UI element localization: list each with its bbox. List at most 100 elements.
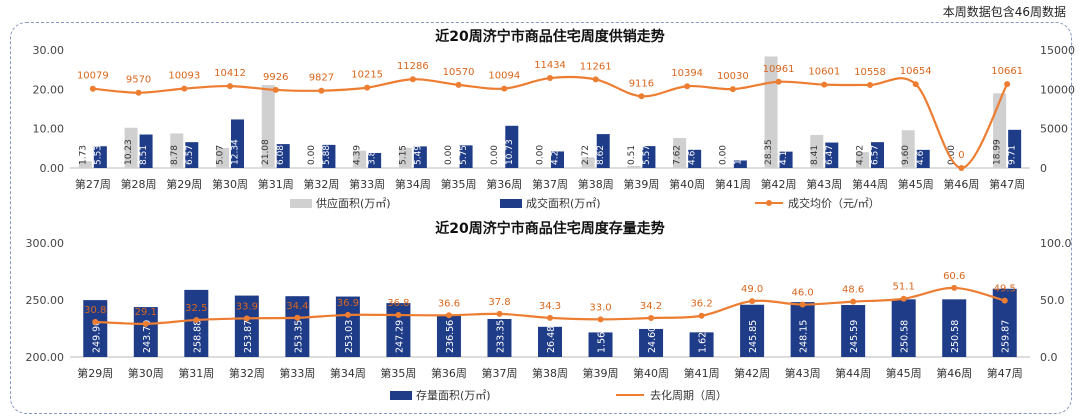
chart1-x-tick: 第39周 — [623, 177, 659, 191]
chart2-label-stock: 1.56 — [597, 332, 608, 353]
chart1-label-deal: 4.16 — [779, 145, 789, 165]
chart1-x-tick: 第28周 — [121, 177, 157, 191]
chart1-label-supply: 18.99 — [993, 139, 1003, 165]
chart1-label-deal: 5.49 — [413, 145, 423, 165]
chart1-bar-deal — [1008, 129, 1022, 168]
chart1-bar-supply — [901, 130, 915, 168]
chart1-label-supply: 0.00 — [307, 145, 317, 165]
chart2-label-stock: 245.85 — [748, 320, 759, 353]
chart1-yright-tick: 15000 — [1040, 44, 1075, 57]
chart1-point-price — [135, 89, 142, 96]
chart1-label-price: 10661 — [991, 66, 1023, 77]
chart1-point-price — [912, 81, 919, 88]
chart2-label-cycle: 34.3 — [539, 301, 561, 312]
chart1-point-price — [775, 78, 782, 85]
chart2-label-stock: 233.35 — [495, 320, 506, 353]
chart1-label-supply: 5.07 — [216, 145, 226, 165]
chart1-label-supply: 0.00 — [718, 145, 728, 165]
chart2-x-tick: 第34周 — [330, 366, 366, 380]
chart1-label-supply: 0.00 — [536, 145, 546, 165]
chart1-label-supply: 5.15 — [398, 145, 408, 165]
chart1-label-deal: 6.47 — [825, 145, 835, 165]
chart1-legend-swatch-supply — [290, 199, 312, 208]
chart2-x-tick: 第43周 — [785, 366, 821, 380]
chart2-x-tick: 第39周 — [583, 366, 619, 380]
chart1-label-deal: 9.71 — [1008, 145, 1018, 165]
chart1-label-deal: 4.61 — [916, 145, 926, 165]
chart1-label-deal: 12.34 — [231, 139, 241, 165]
chart1-yleft-tick: 10.00 — [33, 123, 65, 136]
chart2-bar-stock — [487, 318, 512, 357]
chart2-label-stock: 243.79 — [142, 320, 153, 353]
chart2-point-cycle — [193, 316, 200, 323]
chart1-point-price — [958, 165, 965, 171]
chart1-bar-deal — [505, 125, 519, 168]
chart1-yleft-tick: 30.00 — [33, 44, 65, 57]
chart1-label-supply: 4.02 — [856, 145, 866, 165]
chart1-point-price — [455, 81, 462, 88]
chart1-point-price — [318, 87, 325, 94]
chart2-legend-cycle: 去化周期（周） — [650, 388, 727, 402]
chart1-point-price — [364, 84, 371, 91]
chart1-label-deal: 5.75 — [459, 145, 469, 165]
chart2-yright-tick: 0.0 — [1040, 351, 1058, 364]
chart2-point-cycle — [951, 284, 958, 291]
chart1-x-tick: 第45周 — [898, 177, 934, 191]
chart2-label-stock: 253.03 — [344, 320, 355, 353]
chart1-label-deal: 5.53 — [93, 145, 103, 165]
chart1-bar-deal — [779, 151, 793, 168]
chart2-label-cycle: 46.0 — [791, 288, 813, 299]
chart1-label-deal: 8.62 — [596, 145, 606, 165]
chart1-point-price — [684, 83, 691, 90]
chart1-bar-supply — [810, 134, 824, 168]
chart2-point-cycle — [344, 311, 351, 318]
chart1-label-deal: 3.82 — [368, 145, 378, 165]
chart2-label-stock: 245.59 — [849, 320, 860, 353]
chart2-legend-swatch-stock — [390, 391, 412, 400]
chart2-point-cycle — [445, 312, 452, 319]
chart2-bar-stock — [133, 307, 158, 357]
chart2-label-cycle: 48.6 — [842, 285, 864, 296]
chart1-label-price: 9926 — [263, 72, 288, 83]
chart2-x-tick: 第41周 — [684, 366, 720, 380]
chart1-x-tick: 第35周 — [441, 177, 477, 191]
chart1-bar-deal — [596, 134, 610, 168]
chart1-label-price: 10412 — [214, 68, 246, 79]
chart1-x-tick: 第38周 — [578, 177, 614, 191]
chart2-bar-stock — [538, 326, 562, 357]
chart2-point-cycle — [850, 298, 857, 305]
chart2-x-tick: 第37周 — [481, 366, 517, 380]
chart1-x-tick: 第43周 — [806, 177, 842, 191]
chart2-bar-stock — [790, 302, 815, 357]
chart1-label-supply: 21.08 — [261, 139, 271, 165]
chart1-point-price — [638, 93, 645, 100]
chart1-bar-supply — [353, 150, 367, 168]
chart2-bar-stock — [184, 289, 209, 357]
chart2-label-stock: 250.58 — [950, 320, 961, 353]
chart1-x-tick: 第33周 — [349, 177, 385, 191]
chart2-x-tick: 第47周 — [987, 366, 1023, 380]
chart2-bar-stock — [83, 300, 108, 357]
chart1-bar-deal — [916, 149, 930, 168]
chart1-x-tick: 第44周 — [852, 177, 888, 191]
chart2-x-tick: 第42周 — [734, 366, 770, 380]
chart1-yleft-tick: 0.00 — [40, 162, 65, 175]
chart2-bar-stock — [942, 299, 967, 357]
chart1-bar-deal — [276, 144, 290, 168]
chart2-title: 近20周济宁市商品住宅周度存量走势 — [435, 220, 664, 237]
chart2-x-tick: 第30周 — [128, 366, 164, 380]
chart1-bar-deal — [368, 152, 382, 168]
chart1-bar-deal — [185, 142, 199, 168]
chart1-x-tick: 第42周 — [761, 177, 797, 191]
chart1-legend-marker-price — [766, 200, 772, 206]
chart2-label-stock: 258.88 — [192, 320, 203, 353]
chart2-bar-stock — [436, 315, 461, 357]
chart2-legend-stock: 存量面积(万㎡) — [416, 388, 491, 402]
chart1-bar-supply — [124, 127, 138, 168]
chart2-label-cycle: 34.2 — [640, 301, 662, 312]
chart1-x-tick: 第46周 — [943, 177, 979, 191]
chart1-label-price: 0 — [958, 150, 964, 161]
chart1-label-price: 10094 — [488, 71, 520, 82]
chart2-point-cycle — [496, 310, 503, 317]
chart2-label-cycle: 36.6 — [438, 298, 460, 309]
